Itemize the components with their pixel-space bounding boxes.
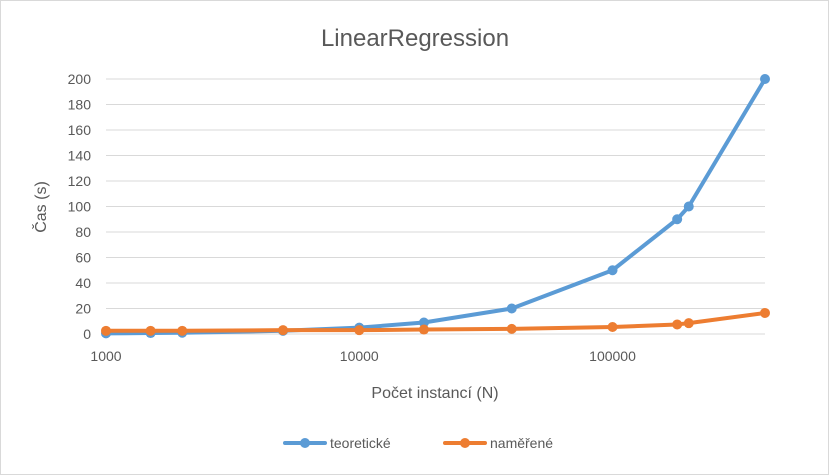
gridlines (106, 78, 765, 309)
data-point-2-10 (683, 318, 694, 329)
y-tick-label-0: 0 (83, 326, 91, 342)
chart-title: LinearRegression (321, 25, 509, 52)
legend-label-2: naměřené (490, 435, 553, 451)
data-point-2-1 (101, 325, 111, 336)
legend-item-2: naměřené (443, 435, 553, 451)
y-tick-label-200: 200 (68, 71, 92, 87)
y-tick-label-160: 160 (68, 122, 92, 138)
series-layer (101, 74, 770, 339)
data-point-2-3 (177, 325, 188, 336)
x-axis-title: Počet instancí (N) (371, 385, 498, 402)
data-point-2-7 (506, 323, 517, 334)
data-point-2-2 (145, 325, 156, 336)
data-point-1-9 (672, 214, 683, 225)
data-point-1-7 (506, 303, 517, 314)
y-axis-title: Čas (s) (31, 181, 50, 233)
data-point-1-11 (760, 74, 770, 84)
legend-marker-1 (300, 438, 310, 448)
legend-item-1: teoretické (283, 435, 391, 451)
legend-label-1: teoretické (330, 435, 391, 451)
y-tick-label-140: 140 (68, 148, 92, 164)
x-tick-label-100000: 100000 (589, 348, 636, 364)
data-point-1-10 (683, 201, 694, 212)
data-point-2-5 (354, 325, 365, 336)
y-tick-label-60: 60 (75, 250, 91, 266)
legend: teoretické naměřené (283, 435, 553, 451)
x-tick-label-10000: 10000 (340, 348, 379, 364)
y-tick-label-120: 120 (68, 173, 92, 189)
data-point-1-8 (607, 265, 618, 276)
y-tick-label-180: 180 (68, 97, 92, 113)
data-point-2-4 (278, 325, 289, 336)
legend-marker-2 (460, 438, 470, 448)
y-tick-label-40: 40 (75, 275, 91, 291)
y-tick-label-80: 80 (75, 224, 91, 240)
data-point-1-6 (418, 317, 429, 328)
y-tick-label-20: 20 (75, 301, 91, 317)
x-tick-label-1000: 1000 (90, 348, 121, 364)
data-point-2-6 (418, 324, 429, 335)
series-2 (101, 307, 770, 336)
data-point-2-11 (760, 307, 770, 318)
axes: 0 20 40 60 80 100 120 140 160 180 200 1000 10000 1000… (68, 71, 765, 364)
y-tick-label-100: 100 (68, 199, 92, 215)
data-point-2-9 (672, 319, 683, 330)
data-point-2-8 (607, 321, 618, 332)
